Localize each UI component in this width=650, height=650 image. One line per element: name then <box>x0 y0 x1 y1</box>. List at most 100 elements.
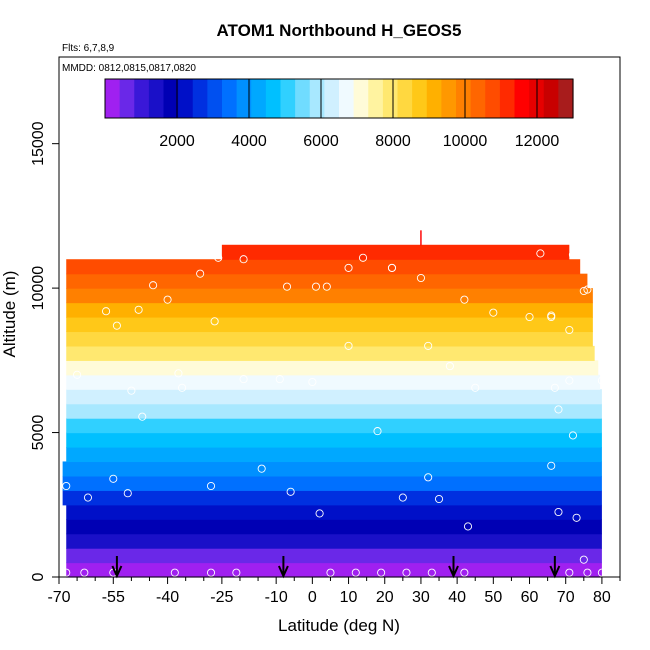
sample-point <box>73 370 82 379</box>
colorbar-segment <box>558 79 574 118</box>
sample-point <box>565 376 574 385</box>
colorbar-segment <box>163 79 179 118</box>
sample-point <box>62 568 71 577</box>
sample-point <box>315 509 324 518</box>
colorbar-segment <box>236 79 252 118</box>
colorbar-segment <box>426 79 442 118</box>
y-axis-label: Altitude (m) <box>0 271 19 358</box>
heatmap-band <box>66 273 588 289</box>
heatmap-band <box>66 360 599 376</box>
colorbar-segment <box>499 79 516 118</box>
colorbar-segment <box>470 79 486 118</box>
sample-point <box>138 412 147 421</box>
heatmap-band <box>62 461 602 477</box>
sample-point <box>308 377 317 387</box>
heatmap-band <box>66 447 602 463</box>
heatmap-band <box>66 403 602 419</box>
sample-point <box>579 555 588 564</box>
x-tick-label: 60 <box>521 589 539 606</box>
flight-marker-arrow <box>111 556 123 579</box>
colorbar-segment <box>105 79 121 118</box>
heatmap-band <box>66 519 602 535</box>
y-tick-label: 0 <box>30 572 47 581</box>
y-tick-label: 5000 <box>30 415 47 451</box>
sample-point <box>358 253 368 262</box>
colorbar-segment <box>207 79 223 118</box>
x-tick-label: 70 <box>557 589 575 606</box>
sample-point <box>402 568 411 577</box>
sample-point <box>239 255 248 264</box>
sample-point <box>460 568 469 577</box>
x-tick-label: 50 <box>484 589 502 606</box>
x-axis-label: Latitude (deg N) <box>278 616 400 635</box>
sample-point <box>239 375 248 384</box>
sample-point <box>424 341 433 350</box>
sample-point <box>210 317 219 326</box>
heatmap-band <box>66 432 602 448</box>
sample-point <box>536 249 545 258</box>
heatmap-band <box>420 230 422 246</box>
sample-point <box>445 362 454 371</box>
sample-point <box>373 427 382 436</box>
sample-point <box>597 376 606 385</box>
colorbar-segment <box>178 79 194 118</box>
colorbar-tick-label: 4000 <box>231 133 267 150</box>
colorbar-segment <box>543 79 559 118</box>
sample-point <box>568 431 577 440</box>
arrow-head <box>448 565 459 579</box>
x-tick-label: -70 <box>47 589 70 606</box>
y-tick-label: 10000 <box>30 266 47 311</box>
sample-point <box>554 405 563 414</box>
sample-point <box>427 568 436 577</box>
sample-point <box>424 473 433 482</box>
x-tick-label: 80 <box>593 589 611 606</box>
sample-point <box>377 568 386 577</box>
sample-point <box>214 253 223 262</box>
colorbar-segment <box>148 79 165 118</box>
sample-point <box>344 341 353 350</box>
colorbar-segment <box>295 79 311 118</box>
sample-point <box>123 489 132 498</box>
sample-point <box>344 263 353 272</box>
heatmap-band <box>66 389 602 405</box>
heatmap-band <box>62 475 602 491</box>
sample-point <box>597 568 606 577</box>
sample-point <box>547 461 556 470</box>
heatmap-band <box>66 288 593 304</box>
heatmap-band <box>66 504 602 520</box>
sample-point <box>565 568 574 577</box>
x-tick-label: -25 <box>210 589 233 606</box>
colorbar-segment <box>485 79 501 118</box>
flight-marker-arrow <box>549 556 561 579</box>
x-tick-label: -55 <box>102 589 125 606</box>
sample-point <box>398 493 407 502</box>
sample-point <box>127 386 136 395</box>
sample-point <box>583 285 592 294</box>
colorbar-segment <box>222 79 238 118</box>
colorbar-segment <box>134 79 150 118</box>
colorbar-segment <box>119 79 135 118</box>
colorbar-segment <box>514 79 530 118</box>
sample-point <box>351 568 360 577</box>
sample-point <box>102 307 111 316</box>
sample-point <box>232 568 241 577</box>
sample-point <box>489 308 498 317</box>
sample-point <box>554 507 563 517</box>
sample-point <box>275 375 284 384</box>
colorbar-segment <box>339 79 355 118</box>
flights-note: Flts: 6,7,8,9 <box>62 43 115 54</box>
sample-point <box>112 321 121 330</box>
colorbar: 2000 4000 6000 8000 10000 12000 <box>104 78 574 150</box>
x-tick-label: 30 <box>412 589 430 606</box>
heatmap-band <box>66 317 593 333</box>
x-tick-label: 10 <box>340 589 358 606</box>
colorbar-tick-label: 8000 <box>375 133 411 150</box>
sample-point <box>568 250 577 259</box>
sample-point <box>206 568 216 577</box>
colorbar-tick-label: 2000 <box>159 133 195 150</box>
sample-point <box>387 263 397 272</box>
flight-marker-arrow <box>448 556 459 579</box>
sample-point <box>326 568 335 577</box>
sample-point <box>178 383 187 392</box>
